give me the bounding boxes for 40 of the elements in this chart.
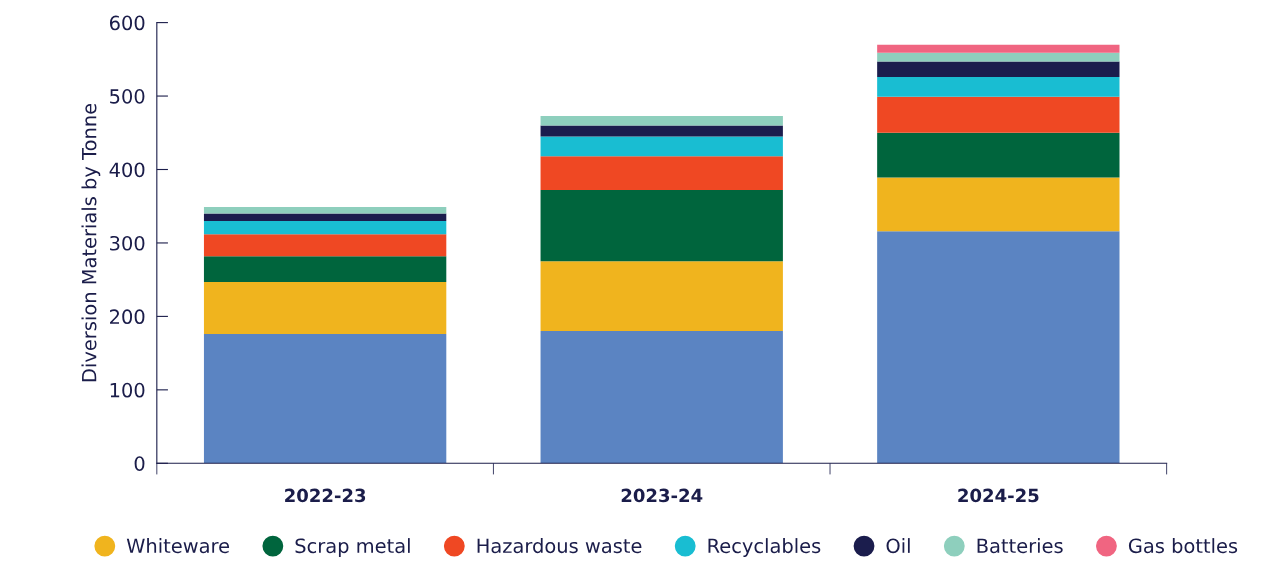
x-tick-label: 2022-23: [285, 488, 366, 503]
x-tick-label: 2024-25: [958, 488, 1039, 503]
bar: [203, 334, 447, 464]
bar: [877, 132, 1120, 178]
bar: [877, 76, 1120, 97]
bar: [203, 213, 447, 221]
bar: [203, 234, 447, 257]
bar: [540, 156, 783, 191]
y-tick-label: 300: [110, 235, 145, 251]
bar: [203, 220, 447, 235]
legend-label: Scrap metal: [295, 538, 410, 557]
bar: [540, 331, 783, 464]
y-tick-label: 400: [109, 162, 145, 178]
x-tick-label: 2023-24: [621, 488, 703, 503]
bar: [203, 206, 447, 214]
legend-label: Hazardous waste: [477, 538, 642, 554]
legend-label: Batteries: [977, 538, 1063, 554]
bar: [540, 136, 783, 157]
bar: [877, 52, 1120, 62]
y-axis-title: Diversion Materials by Tonne: [81, 103, 101, 382]
y-tick-label: 200: [110, 309, 145, 325]
bar: [877, 44, 1120, 53]
bar: [877, 61, 1120, 77]
bar: [203, 256, 447, 282]
bar: [540, 125, 783, 137]
y-tick-label: 100: [110, 382, 145, 398]
legend-label: Oil: [886, 538, 910, 554]
bar: [540, 261, 783, 332]
y-tick-label: 600: [109, 15, 145, 31]
legend-label: Gas bottles: [1128, 538, 1238, 554]
legend-label: Whiteware: [126, 538, 230, 554]
bar: [877, 231, 1120, 464]
bar: [877, 96, 1120, 133]
bar: [540, 190, 783, 262]
legend-label: Recyclables: [708, 538, 821, 557]
bar: [540, 115, 783, 126]
bar: [203, 281, 447, 335]
y-tick-label: 0: [134, 456, 145, 471]
y-tick-label: 500: [110, 89, 145, 104]
bar: [877, 177, 1120, 232]
